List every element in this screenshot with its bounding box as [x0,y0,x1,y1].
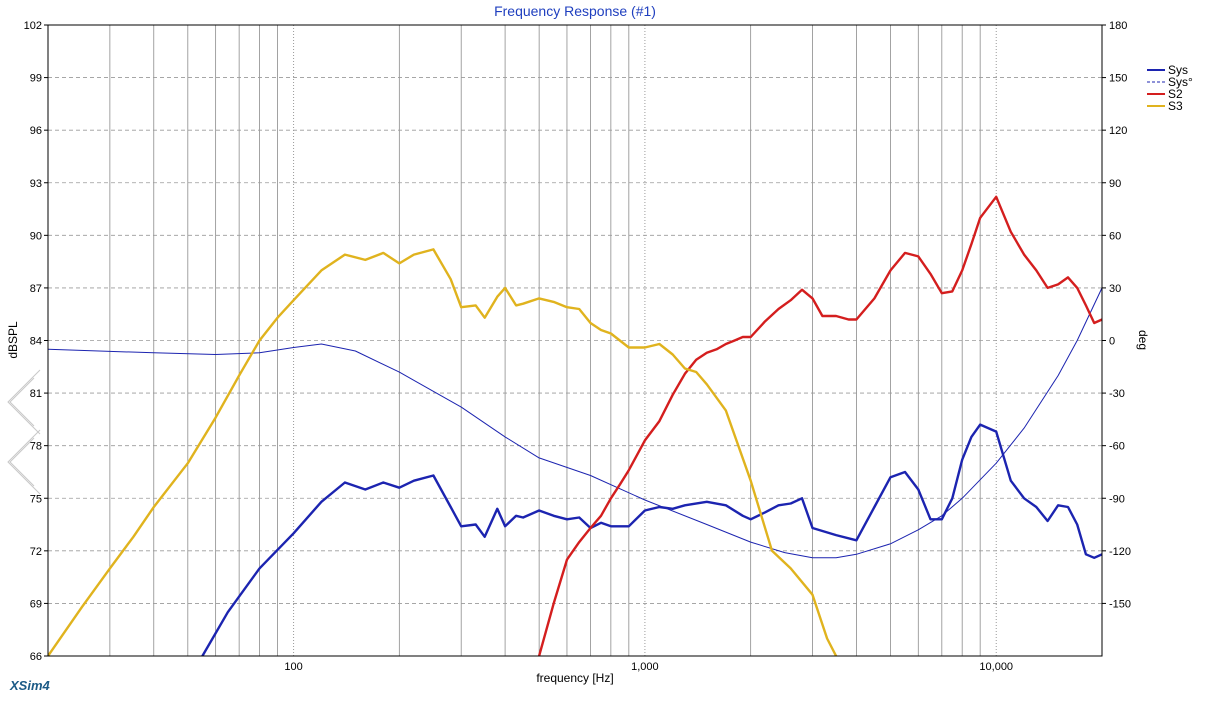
brand-logo-text: XSim4 [10,678,50,693]
y2-tick-label: -150 [1109,598,1131,610]
series-line-s2 [537,195,1102,656]
chart-title: Frequency Response (#1) [494,3,656,19]
x-axis-ticks: 100 1,000 10,000 [284,661,1013,673]
legend-label: S3 [1168,99,1183,113]
legend-label: Sys° [1168,75,1193,89]
y2-axis-ticks: -150 -120 -90 -60 -30 0 30 60 90 120 150 180 [1102,20,1131,610]
series-line-s3 [48,248,838,656]
y2-tick-label: -120 [1109,546,1131,558]
y-tick-label: 99 [30,73,42,85]
y-tick-label: 69 [30,598,42,610]
y-tick-label: 66 [30,651,42,663]
y2-tick-label: -60 [1109,441,1125,453]
y-tick-label: 102 [24,20,42,32]
y-tick-label: 84 [30,336,42,348]
x-tick-label: 1,000 [631,661,659,673]
y2-tick-label: 60 [1109,230,1121,242]
series-line-sys [201,423,1102,656]
y-tick-label: 78 [30,441,42,453]
legend-label: Sys [1168,63,1188,77]
y2-tick-label: 120 [1109,125,1127,137]
y-tick-label: 96 [30,125,42,137]
y-axis-label: dBSPL [6,321,20,359]
y-axis-ticks: 66 69 72 75 78 81 84 87 90 93 96 99 102 [24,20,48,663]
y-tick-label: 93 [30,178,42,190]
y2-tick-label: -30 [1109,388,1125,400]
y-tick-label: 87 [30,283,42,295]
series-line-sys-phase [48,287,1102,559]
x-tick-label: 100 [284,661,302,673]
y2-tick-label: 30 [1109,283,1121,295]
y-tick-label: 75 [30,493,42,505]
y2-tick-label: 150 [1109,73,1127,85]
y2-tick-label: 180 [1109,20,1127,32]
plot-lines [48,195,1102,656]
watermark-chevrons [7,369,41,495]
y-tick-label: 81 [30,388,42,400]
grid [48,25,1102,656]
y-tick-label: 72 [30,546,42,558]
y2-tick-label: -90 [1109,493,1125,505]
y2-tick-label: 90 [1109,178,1121,190]
y2-tick-label: 0 [1109,336,1115,348]
x-axis-label: frequency [Hz] [536,671,613,685]
legend-label: S2 [1168,87,1183,101]
y2-axis-label: deg [1136,330,1150,350]
y-tick-label: 90 [30,230,42,242]
x-tick-label: 10,000 [979,661,1013,673]
